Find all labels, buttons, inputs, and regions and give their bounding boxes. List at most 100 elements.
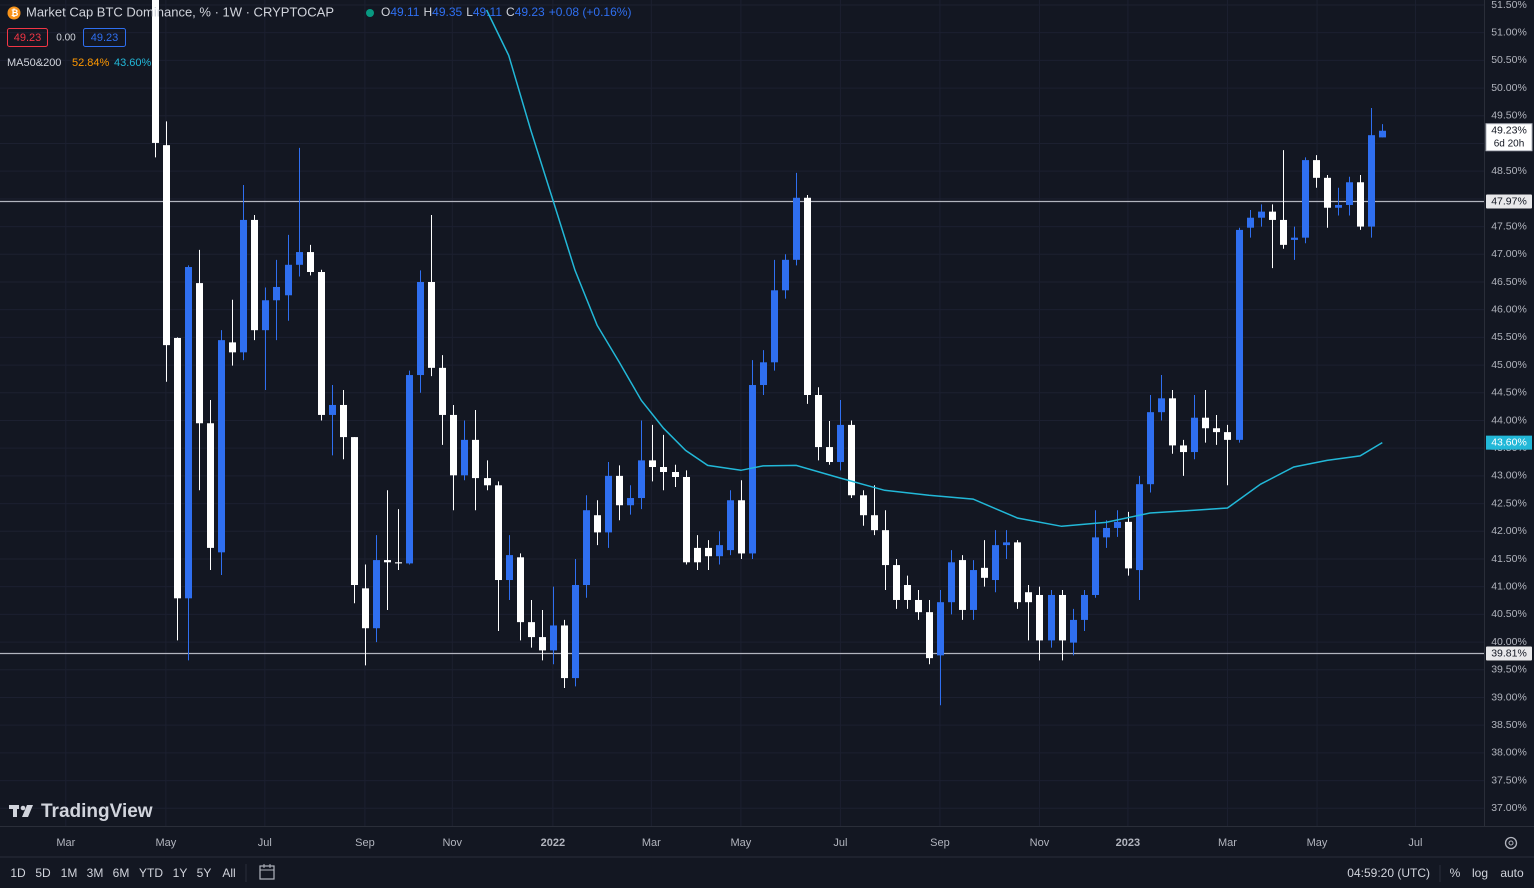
candle-body — [1324, 177, 1331, 208]
candle-body — [428, 281, 435, 368]
candle-body — [616, 475, 623, 506]
candle-body — [373, 560, 380, 629]
y-tick-label: 45.50% — [1491, 331, 1527, 343]
candle-body — [583, 510, 590, 586]
clock: 04:59:20 (UTC) — [1347, 866, 1430, 880]
candle-body — [1236, 229, 1243, 440]
candle-body — [1335, 204, 1342, 208]
scale-button[interactable]: % — [1450, 866, 1461, 880]
y-tick-label: 39.00% — [1491, 691, 1527, 703]
y-tick-label: 44.50% — [1491, 387, 1527, 399]
settings-icon-core — [1508, 840, 1514, 846]
date-range-icon[interactable] — [259, 864, 275, 880]
candle-body — [1103, 527, 1110, 538]
candle-body — [992, 545, 999, 581]
last-price-box — [1485, 123, 1533, 152]
candle-body — [1346, 182, 1353, 205]
ohlc-change: +0.08 (+0.16%) — [549, 5, 632, 19]
candle-body — [860, 495, 867, 516]
candle-body — [406, 375, 413, 564]
candle-body — [782, 259, 789, 291]
candle-body — [1269, 211, 1276, 220]
candle-body — [1092, 537, 1099, 595]
candle-body — [450, 414, 457, 476]
range-button[interactable]: YTD — [139, 866, 163, 880]
candle-body — [561, 625, 568, 679]
price-label-box — [1486, 194, 1532, 209]
y-tick-label: 39.50% — [1491, 664, 1527, 676]
candle-body — [926, 612, 933, 659]
range-button[interactable]: 1D — [10, 866, 26, 880]
candle-body — [539, 637, 546, 651]
candle-body — [329, 404, 336, 415]
y-tick-label: 42.00% — [1491, 525, 1527, 537]
candle-body — [683, 476, 690, 563]
y-tick-label: 37.50% — [1491, 774, 1527, 786]
range-button[interactable]: 1Y — [173, 866, 188, 880]
range-button[interactable]: 3M — [87, 866, 104, 880]
x-tick-label: Nov — [1030, 837, 1050, 849]
candle-body — [1003, 542, 1010, 546]
scale-button[interactable]: auto — [1500, 866, 1524, 880]
range-button[interactable]: 5D — [35, 866, 51, 880]
candle-body — [1313, 160, 1320, 178]
candle-body — [1014, 542, 1021, 603]
candle-body — [716, 545, 723, 557]
x-tick-label: Mar — [56, 837, 75, 849]
candle-body — [262, 300, 269, 331]
sell-price: 49.23 — [14, 32, 42, 44]
candle-body — [959, 560, 966, 610]
y-tick-label: 44.00% — [1491, 414, 1527, 426]
price-label-box — [1486, 646, 1532, 661]
candle-body — [760, 362, 767, 386]
indicator-value: 52.84% — [72, 57, 110, 69]
candle-body — [660, 467, 667, 472]
x-tick-label: 2022 — [541, 837, 565, 849]
y-tick-label: 51.00% — [1491, 26, 1527, 38]
range-button[interactable]: 6M — [113, 866, 130, 880]
settings-icon[interactable] — [1504, 836, 1518, 850]
candle-body — [152, 0, 159, 143]
status-dot — [366, 9, 374, 17]
y-tick-label: 46.50% — [1491, 276, 1527, 288]
range-button[interactable]: 5Y — [197, 866, 212, 880]
range-button[interactable]: All — [222, 866, 235, 880]
candle-body — [848, 424, 855, 496]
ohlc-label: H — [423, 5, 432, 19]
ohlc-value: 49.11 — [473, 5, 502, 19]
range-button[interactable]: 1M — [61, 866, 78, 880]
y-tick-label: 45.00% — [1491, 359, 1527, 371]
scale-button[interactable]: log — [1472, 866, 1488, 880]
candle-body — [461, 439, 468, 476]
candle-body — [694, 547, 701, 563]
buy-box[interactable] — [83, 28, 126, 47]
y-tick-label: 37.00% — [1491, 802, 1527, 814]
y-tick-label: 47.50% — [1491, 220, 1527, 232]
indicator-name: MA50&200 — [7, 57, 61, 69]
candle-body — [340, 404, 347, 438]
sell-box[interactable] — [7, 28, 48, 47]
candle-body — [1114, 521, 1121, 528]
candle-body — [1368, 135, 1375, 227]
candle-body — [174, 337, 181, 599]
candle-body — [307, 252, 314, 273]
candle-body — [163, 145, 170, 346]
candle-body — [207, 423, 214, 548]
candle-body — [837, 424, 844, 463]
y-tick-label: 40.50% — [1491, 608, 1527, 620]
candle-body — [285, 264, 292, 296]
candle-body — [1169, 398, 1176, 446]
candle-body — [218, 340, 225, 553]
candle-body — [351, 437, 358, 586]
candle-body — [1213, 428, 1220, 433]
candle-body — [594, 515, 601, 533]
y-tick-label: 38.00% — [1491, 747, 1527, 759]
candle-body — [495, 485, 502, 581]
candle-body — [185, 267, 192, 599]
candle-body — [1202, 417, 1209, 429]
candle-body — [296, 252, 303, 265]
candle-body — [893, 565, 900, 600]
candle-body — [439, 367, 446, 415]
y-tick-label: 50.00% — [1491, 82, 1527, 94]
candle-body — [1302, 160, 1309, 238]
